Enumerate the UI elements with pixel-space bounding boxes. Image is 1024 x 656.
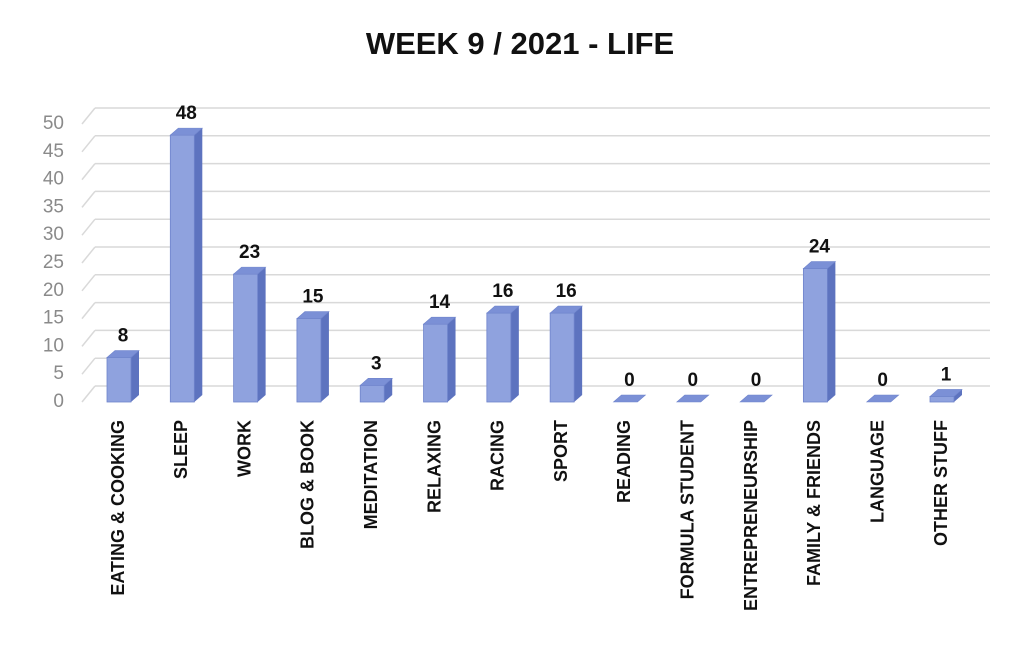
bar-top [359,378,394,386]
bar [802,268,828,403]
x-tick-label: LANGUAGE [867,420,887,523]
bar-side [384,378,393,402]
chart-title: WEEK 9 / 2021 - LIFE [366,26,674,61]
value-label: 24 [809,237,831,258]
grid-line-side [81,135,96,153]
y-tick-label: 10 [43,335,64,356]
grid-line-side [81,329,96,347]
bar [106,357,132,403]
value-label: 0 [877,370,888,391]
bar-top [739,394,773,403]
grid-line-side [81,190,96,208]
bar-side [447,317,456,402]
bar [549,312,575,403]
x-tick-label: ENTREPRENEURSHIP [741,420,761,611]
bar-side [827,261,836,402]
bar [169,134,195,403]
value-label: 23 [239,242,260,263]
bar-side [131,350,139,402]
x-tick-label: FORMULA STUDENT [678,420,698,599]
y-tick-label: 0 [53,391,64,412]
value-label: 0 [624,370,635,391]
x-tick-label: SLEEP [171,420,191,479]
bar [233,273,259,403]
bar-top [675,394,710,403]
y-tick-label: 45 [43,141,64,162]
value-label: 1 [941,364,952,385]
bar-top [486,305,520,314]
value-label: 0 [751,370,762,391]
x-tick-label: OTHER STUFF [931,420,951,546]
x-tick-label: WORK [234,420,254,477]
bar-top [232,266,267,275]
grid-line-side [81,357,96,375]
grid-line-side [81,302,96,320]
value-label: 3 [371,353,382,374]
grid-line-side [81,246,96,264]
value-label: 8 [118,326,129,347]
bar [929,396,955,403]
bar-top [802,261,837,269]
x-tick-label: FAMILY & FRIENDS [804,420,824,586]
y-tick-label: 25 [43,252,64,273]
value-label: 48 [176,103,197,124]
grid-line-side [81,385,96,403]
value-label: 14 [429,292,451,313]
bar-top [296,311,330,319]
bar-side [954,389,962,402]
x-tick-label: MEDITATION [361,420,381,529]
bar [296,318,322,403]
value-label: 16 [492,281,513,302]
x-tick-label: RELAXING [424,420,444,513]
bar-top [549,305,583,314]
y-tick-label: 35 [43,196,64,217]
y-tick-label: 20 [43,280,64,301]
x-tick-label: BLOG & BOOK [298,420,318,549]
x-tick-label: EATING & COOKING [108,420,128,596]
bar [486,312,512,403]
bar-side [574,306,583,402]
bar-side [194,128,203,402]
value-label: 0 [687,370,698,391]
grid-line-side [81,163,96,181]
y-tick-label: 50 [43,113,64,134]
bar-top [169,127,204,136]
y-tick-label: 30 [43,224,64,245]
bar-top [422,316,457,325]
value-label: 16 [556,281,577,302]
value-label: 15 [302,287,324,308]
bar-top [865,394,900,403]
bar-side [257,267,266,402]
y-tick-label: 40 [43,169,64,190]
y-tick-label: 5 [53,363,64,384]
bar-top [612,394,647,403]
y-tick-label: 15 [43,308,64,329]
x-tick-label: SPORT [551,420,571,482]
bar-side [320,311,329,402]
bar-side [510,306,519,402]
x-tick-label: READING [614,420,634,503]
bar [423,323,448,403]
grid-line-side [81,218,96,236]
grid-line-side [81,107,96,125]
grid-line-side [81,274,96,292]
x-tick-label: RACING [488,420,508,491]
bar-top [929,389,963,397]
bar-top [106,350,140,358]
bar [359,384,385,403]
